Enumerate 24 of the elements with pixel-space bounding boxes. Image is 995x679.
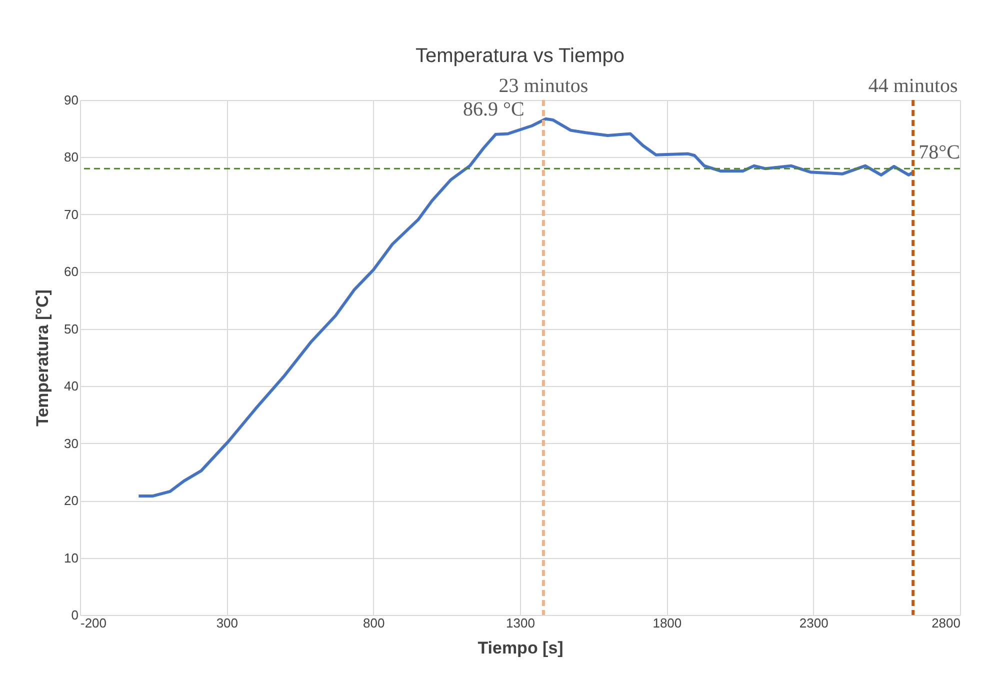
x-tick-label: 2300 xyxy=(799,616,828,630)
ref-line-label: 44 minutos xyxy=(868,75,958,97)
x-tick-label: 1800 xyxy=(652,616,682,630)
y-tick-label: 40 xyxy=(64,378,78,394)
y-tick-label: 0 xyxy=(71,608,78,622)
ref-line-label: 78°C xyxy=(918,142,960,164)
x-tick-label: 300 xyxy=(216,616,238,630)
x-tick-label: 800 xyxy=(362,616,385,630)
y-tick-label: 60 xyxy=(64,264,78,280)
y-tick-label: 70 xyxy=(64,206,78,222)
y-tick-label: 50 xyxy=(64,321,78,336)
x-tick-label: -200 xyxy=(80,616,107,630)
y-tick-label: 90 xyxy=(64,92,78,108)
annotation: 86.9 °C xyxy=(462,98,524,121)
y-tick-label: 20 xyxy=(64,493,78,508)
x-axis-title: Tiempo [s] xyxy=(478,638,564,658)
x-tick-label: 2800 xyxy=(932,616,960,630)
y-tick-label: 10 xyxy=(64,550,78,566)
chart-title: Temperatura vs Tiempo xyxy=(416,45,624,67)
y-tick-label: 80 xyxy=(64,150,78,165)
y-axis-title: Temperatura [°C] xyxy=(33,290,52,426)
y-tick-label: 30 xyxy=(64,436,78,451)
ref-line-label: 23 minutos xyxy=(498,75,588,97)
x-tick-label: 1300 xyxy=(506,616,535,630)
